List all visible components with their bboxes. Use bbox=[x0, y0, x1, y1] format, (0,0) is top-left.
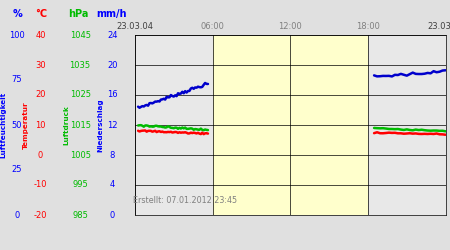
Text: 8: 8 bbox=[110, 150, 115, 160]
Text: 10: 10 bbox=[35, 120, 46, 130]
Text: Erstellt: 07.01.2012 23:45: Erstellt: 07.01.2012 23:45 bbox=[133, 196, 237, 204]
Text: 75: 75 bbox=[12, 76, 22, 84]
Text: °C: °C bbox=[36, 9, 47, 19]
Bar bbox=[212, 35, 368, 215]
Text: 1045: 1045 bbox=[70, 30, 90, 40]
Text: 12: 12 bbox=[107, 120, 118, 130]
Text: -10: -10 bbox=[34, 180, 47, 190]
Text: 100: 100 bbox=[9, 30, 25, 40]
Text: 1035: 1035 bbox=[70, 60, 90, 70]
Text: Temperatur: Temperatur bbox=[23, 101, 29, 149]
Text: 985: 985 bbox=[72, 210, 88, 220]
Text: 30: 30 bbox=[35, 60, 46, 70]
Text: 18:00: 18:00 bbox=[356, 22, 380, 31]
Text: 16: 16 bbox=[107, 90, 118, 100]
Text: 0: 0 bbox=[38, 150, 43, 160]
Text: -20: -20 bbox=[34, 210, 47, 220]
Text: %: % bbox=[12, 9, 22, 19]
Text: 24: 24 bbox=[107, 30, 118, 40]
Text: 20: 20 bbox=[107, 60, 118, 70]
Text: 1025: 1025 bbox=[70, 90, 90, 100]
Text: Luftfeuchtigkeit: Luftfeuchtigkeit bbox=[0, 92, 7, 158]
Text: 1005: 1005 bbox=[70, 150, 90, 160]
Text: Niederschlag: Niederschlag bbox=[97, 98, 103, 152]
Text: 4: 4 bbox=[110, 180, 115, 190]
Text: 995: 995 bbox=[72, 180, 88, 190]
Text: 12:00: 12:00 bbox=[279, 22, 302, 31]
Text: 23.03.04: 23.03.04 bbox=[427, 22, 450, 31]
Text: hPa: hPa bbox=[68, 9, 89, 19]
Text: 20: 20 bbox=[35, 90, 46, 100]
Text: 25: 25 bbox=[12, 166, 22, 174]
Text: 06:00: 06:00 bbox=[201, 22, 225, 31]
Text: 23.03.04: 23.03.04 bbox=[117, 22, 153, 31]
Text: 40: 40 bbox=[35, 30, 46, 40]
Text: 1015: 1015 bbox=[70, 120, 90, 130]
Text: 0: 0 bbox=[14, 210, 20, 220]
Text: Luftdruck: Luftdruck bbox=[63, 105, 70, 145]
Text: 50: 50 bbox=[12, 120, 22, 130]
Text: 0: 0 bbox=[110, 210, 115, 220]
Text: mm/h: mm/h bbox=[96, 9, 127, 19]
